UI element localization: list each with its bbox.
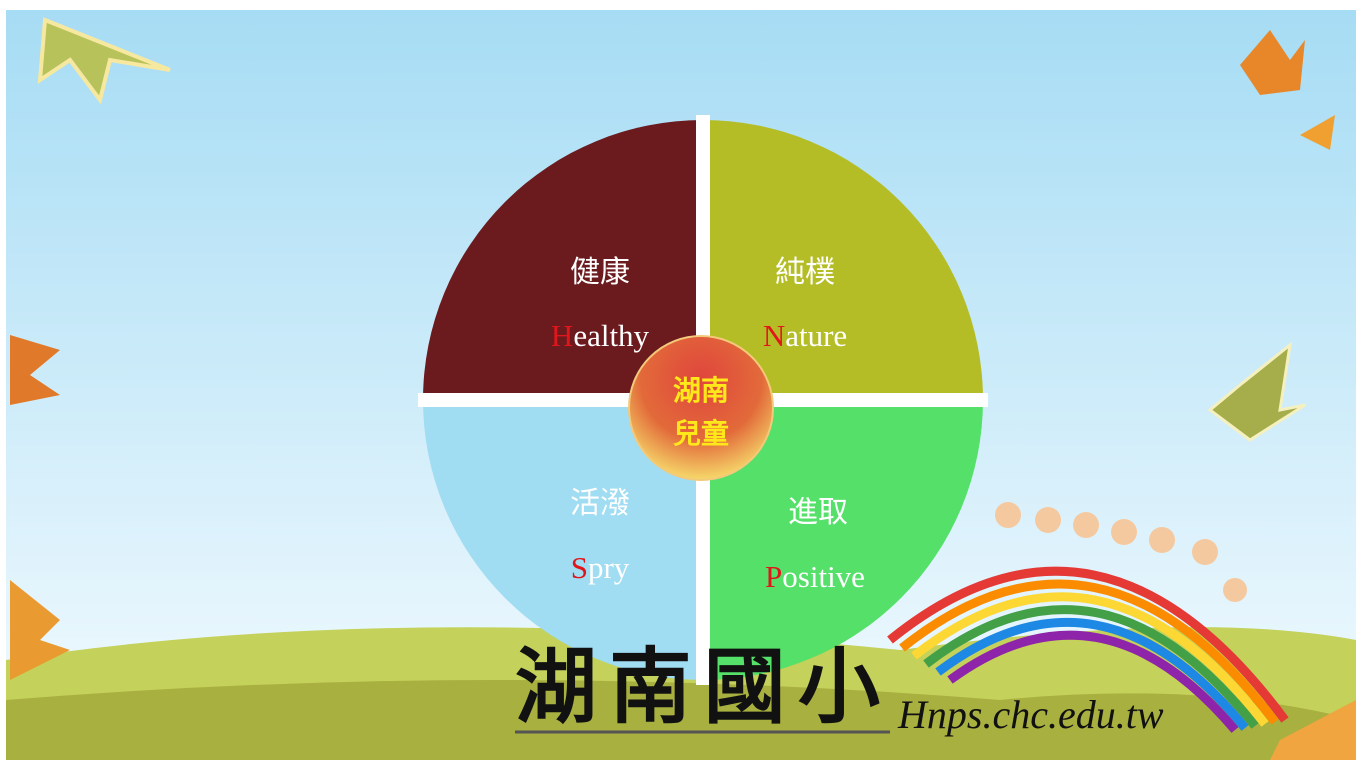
center-badge: [629, 336, 773, 480]
label-zh: 純樸: [775, 255, 835, 290]
label-zh: 健康: [570, 255, 630, 290]
label-en: Spry: [571, 550, 630, 585]
rest: ealthy: [573, 318, 649, 353]
rest: pry: [588, 550, 630, 585]
rest: ositive: [782, 559, 865, 594]
label-en: Positive: [765, 559, 865, 594]
label-zh: 活潑: [570, 486, 630, 521]
slide: 健康 Healthy 純樸 Nature 活潑 Spry 進取 Positive…: [0, 0, 1362, 766]
initial: N: [763, 318, 785, 353]
label-zh: 進取: [788, 495, 848, 530]
initial: P: [765, 559, 782, 594]
initial: S: [571, 550, 588, 585]
center-line: 兒童: [673, 417, 729, 450]
initial: H: [551, 318, 573, 353]
center-line: 湖南: [673, 374, 729, 407]
school-url: Hnps.chc.edu.tw: [897, 692, 1164, 737]
rest: ature: [785, 318, 847, 353]
label-en: Nature: [763, 318, 847, 353]
label-en: Healthy: [551, 318, 650, 353]
